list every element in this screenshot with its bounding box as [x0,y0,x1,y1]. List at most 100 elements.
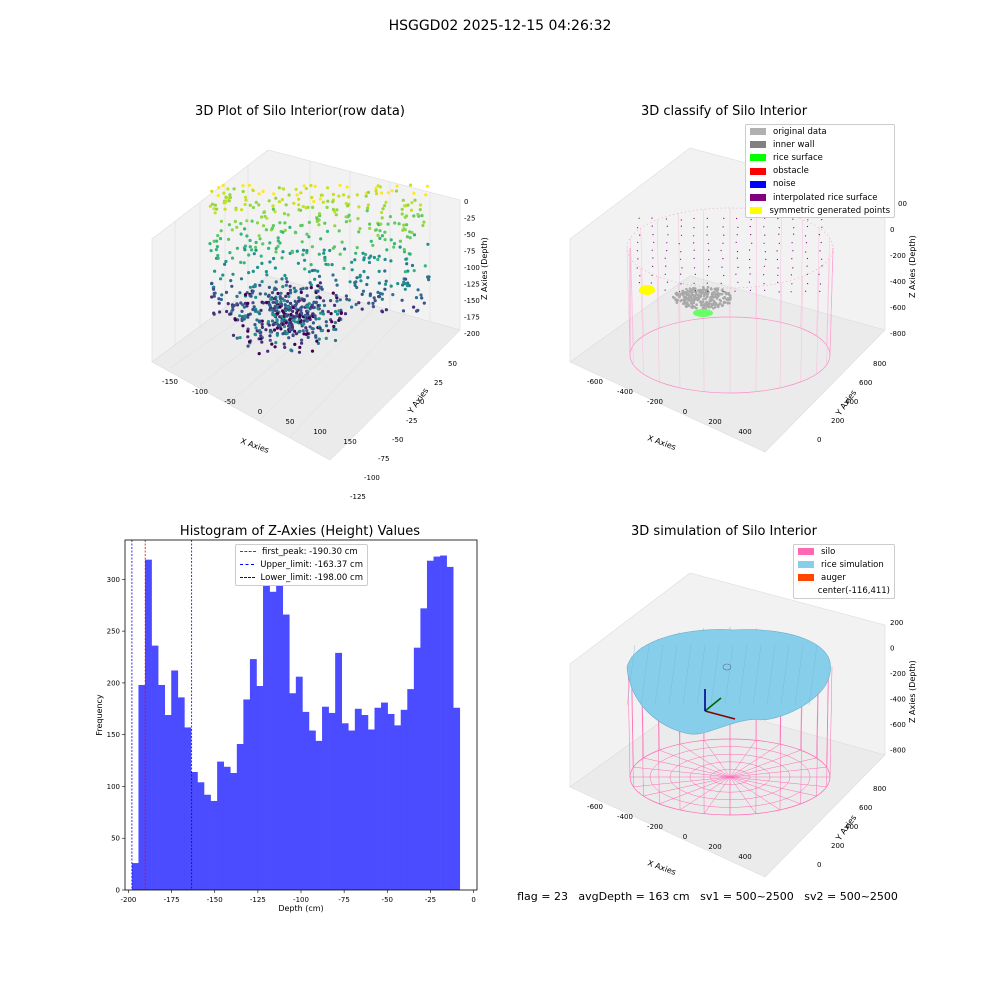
z-tick-label: 0 [890,645,894,653]
histogram-bar [131,863,139,890]
x-tick-label: -200 [121,896,137,904]
histogram-bar [269,591,277,890]
figure-title: HSGGD02 2025-12-15 04:26:32 [388,18,612,34]
z-tick-label: -175 [464,314,480,322]
y-tick-label: -50 [392,436,403,444]
z-tick-label: -600 [890,304,906,312]
legend-entry: noise [746,178,894,191]
z-tick-label: 0 [890,226,894,234]
x-tick-label: -600 [587,378,603,386]
histogram-bar [282,614,290,890]
histogram-bar [367,729,375,890]
histogram-bar [387,713,395,890]
histogram-bar [217,761,224,890]
x-tick-label: 200 [708,418,721,426]
histogram-bar [158,684,165,890]
histogram-bar [243,699,251,890]
histogram-title: Histogram of Z-Axies (Height) Values [179,524,421,539]
histogram-bar [276,579,284,890]
histogram-chart: -200 -175 -150 -125 -100 -75 -50 -25 0 0 50 100 150… [95,539,478,913]
histogram-bar [308,730,316,890]
classify-z-label: Z Axies (Depth) [908,235,917,298]
legend-entry: symmetric generated points [746,204,894,217]
legend-line-swatch [240,564,255,566]
y-tick-label: 800 [873,785,886,793]
y-tick-label: 100 [107,783,120,791]
histogram-bar [164,715,172,890]
legend-swatch [798,588,811,595]
legend-label: obstacle [773,166,809,177]
z-tick-label: -125 [464,281,480,289]
histogram-bar [145,559,152,890]
classify-axis-ticks: -600-400-200020040080060040020000-200-40… [587,200,907,444]
histogram-bar [341,723,349,890]
z-tick-label: -200 [464,330,480,338]
histogram-bar [236,743,244,890]
legend-entry: Lower_limit: -198.00 cm [236,571,367,584]
legend-label: symmetric generated points [769,205,890,216]
histogram-bar [249,659,257,890]
legend-entry: center(-116,411) [794,585,894,598]
histogram-bar [407,689,415,890]
y-tick-label: 400 [845,823,858,831]
x-tick-label: -400 [617,813,633,821]
histogram-bars [131,555,461,890]
z-tick-label: -800 [890,330,906,338]
histogram-bar [420,608,428,890]
histogram-bar [453,707,461,890]
x-tick-label: -50 [224,398,235,406]
auger-marker [722,663,732,671]
legend-entry: rice surface [746,151,894,164]
histogram-y-ticks: 0 50 100 150 200 250 300 [107,576,125,895]
y-tick-label: 0 [817,436,821,444]
histogram-bar [197,782,205,890]
legend-label: original data [773,126,827,137]
y-tick-label: -125 [350,493,366,501]
y-tick-label: 200 [831,842,844,850]
legend-swatch [750,194,766,202]
histogram-bar [177,697,185,890]
x-tick-label: 200 [708,843,721,851]
histogram-bar [289,693,297,890]
y-tick-label: 25 [434,379,443,387]
x-tick-label: -100 [293,896,309,904]
x-tick-label: 50 [286,418,295,426]
y-tick-label: -75 [378,455,389,463]
z-tick-label: -400 [890,696,906,704]
histogram-bar [223,766,231,890]
x-tick-label: -25 [425,896,436,904]
z-tick-label: -25 [464,215,475,223]
x-tick-label: 100 [313,428,326,436]
histogram-bar [440,555,447,890]
legend-entry: interpolated rice surface [746,191,894,204]
x-tick-label: -600 [587,803,603,811]
histogram-x-label: Depth (cm) [278,904,323,913]
legend-label: center(-116,411) [817,586,890,597]
x-tick-label: 0 [683,408,687,416]
histogram-bar [433,556,441,890]
x-tick-label: 400 [738,853,751,861]
z-tick-label: -50 [464,231,475,239]
x-tick-label: -400 [617,388,633,396]
y-tick-label: 200 [107,679,120,687]
histogram-bar [322,706,329,890]
legend-label: silo [821,546,836,557]
center-axes-indicator [704,689,736,720]
raw-axis-ticks: -150 -100 -50 0 50 100 150 50 25 0 -25 -50 -75 -100 -1… [162,198,480,501]
simulation-axis-ticks: -600 -400 -200 0 200 400 800 600 400 200 0 200 0 -200… [587,619,906,869]
classify-plot-title: 3D classify of Silo Interior [640,104,808,119]
x-tick-label: -50 [382,896,393,904]
legend-entry: silo [794,545,894,558]
y-tick-label: 800 [873,360,886,368]
raw-z-label: Z Axies (Depth) [480,237,489,300]
legend-label: Lower_limit: -198.00 cm [260,572,363,583]
histogram-x-ticks: -200 -175 -150 -125 -100 -75 -50 -25 0 [121,890,476,904]
y-tick-label: 0 [817,861,821,869]
axes-panes [151,149,461,461]
y-tick-label: 600 [859,379,872,387]
legend-swatch [798,548,814,556]
simulation-3d-plot: -600 -400 -200 0 200 400 800 600 400 200 0 200 0 -200… [569,572,917,878]
y-tick-label: 400 [845,398,858,406]
histogram-bar [328,712,336,890]
z-tick-label: 200 [890,619,903,627]
